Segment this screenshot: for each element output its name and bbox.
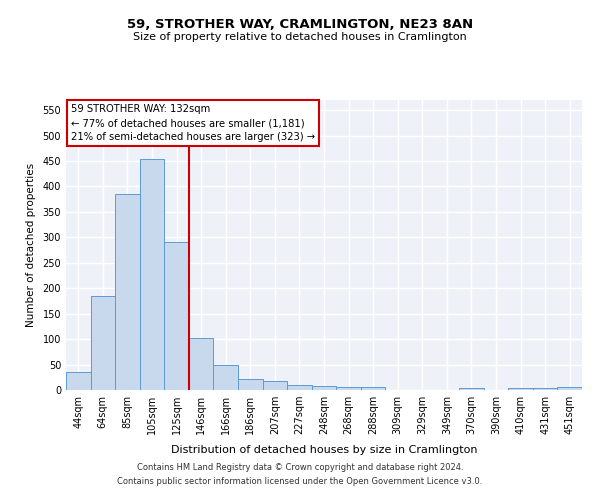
Text: 59 STROTHER WAY: 132sqm
← 77% of detached houses are smaller (1,181)
21% of semi: 59 STROTHER WAY: 132sqm ← 77% of detache… [71, 104, 315, 142]
Bar [164, 242, 189, 390]
Bar [238, 380, 263, 390]
Bar [214, 364, 238, 390]
Bar [361, 388, 385, 390]
Y-axis label: Number of detached properties: Number of detached properties [26, 163, 35, 327]
Bar [66, 372, 91, 390]
Bar [508, 388, 533, 390]
Bar [115, 194, 140, 390]
Bar [287, 385, 312, 390]
Bar [459, 388, 484, 390]
Bar [91, 296, 115, 390]
Bar [533, 388, 557, 390]
X-axis label: Distribution of detached houses by size in Cramlington: Distribution of detached houses by size … [171, 446, 477, 456]
Bar [557, 388, 582, 390]
Bar [263, 381, 287, 390]
Text: Contains public sector information licensed under the Open Government Licence v3: Contains public sector information licen… [118, 477, 482, 486]
Bar [336, 388, 361, 390]
Text: Contains HM Land Registry data © Crown copyright and database right 2024.: Contains HM Land Registry data © Crown c… [137, 464, 463, 472]
Text: Size of property relative to detached houses in Cramlington: Size of property relative to detached ho… [133, 32, 467, 42]
Bar [189, 338, 214, 390]
Text: 59, STROTHER WAY, CRAMLINGTON, NE23 8AN: 59, STROTHER WAY, CRAMLINGTON, NE23 8AN [127, 18, 473, 30]
Bar [140, 158, 164, 390]
Bar [312, 386, 336, 390]
